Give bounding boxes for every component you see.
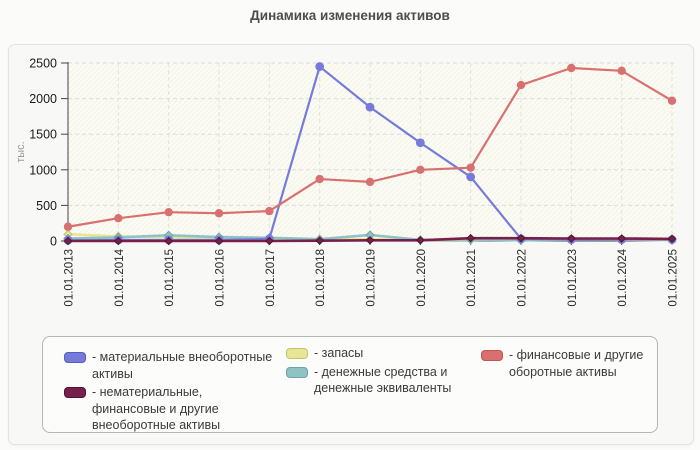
data-point xyxy=(63,236,73,246)
legend-label: - нематериальные, финансовые и другие вн… xyxy=(92,385,221,432)
x-tick-label: 01.01.2021 xyxy=(466,249,478,307)
legend-column-1: - материальные внеоборотные активы - нем… xyxy=(64,349,282,436)
data-point xyxy=(516,233,526,243)
data-point xyxy=(265,236,274,246)
legend-swatch-intangible-noncurrent xyxy=(64,387,86,398)
data-point xyxy=(315,236,324,245)
data-point xyxy=(466,163,475,172)
data-point xyxy=(617,234,626,243)
x-tick-label: 01.01.2015 xyxy=(164,249,176,307)
x-tick-label: 01.01.2022 xyxy=(517,249,529,307)
data-point xyxy=(63,222,73,231)
legend-swatch-inventory xyxy=(286,348,308,359)
legend-item-financial-current: - финансовые и другие оборотные активы xyxy=(481,347,651,380)
y-tick-label: 0 xyxy=(50,235,57,249)
y-tick-label: 2500 xyxy=(29,57,57,71)
x-tick-label: 01.01.2014 xyxy=(114,248,126,306)
x-tick-label: 01.01.2016 xyxy=(215,249,227,307)
x-tick-label: 01.01.2020 xyxy=(416,249,428,307)
data-point xyxy=(667,234,677,244)
legend-swatch-material-noncurrent xyxy=(64,352,86,363)
data-point xyxy=(516,80,526,90)
data-point xyxy=(265,206,274,216)
x-tick-label: 01.01.2024 xyxy=(617,248,629,306)
data-point xyxy=(466,233,475,243)
legend-item-intangible-noncurrent: - нематериальные, финансовые и другие вн… xyxy=(64,384,282,434)
data-point xyxy=(365,102,375,112)
data-point xyxy=(114,236,123,246)
data-point xyxy=(365,177,375,187)
legend-column-2: - запасы - денежные средства и денежные … xyxy=(286,345,491,399)
data-point xyxy=(315,62,325,71)
y-tick-label: 1500 xyxy=(29,128,57,142)
data-point xyxy=(416,165,425,174)
data-point xyxy=(466,172,476,182)
chart-canvas: 0 500 1000 1500 2000 2500 01.01.2013 01.01.2014… xyxy=(15,57,680,307)
legend-label: - денежные средства и денежные эквивален… xyxy=(314,364,452,396)
legend-item-material-noncurrent: - материальные внеоборотные активы xyxy=(64,349,282,382)
data-point xyxy=(416,235,425,245)
data-point xyxy=(164,207,173,217)
data-point xyxy=(667,96,677,105)
y-tick-label: 1000 xyxy=(29,163,57,177)
data-point xyxy=(214,209,224,218)
x-tick-label: 01.01.2018 xyxy=(315,249,327,307)
x-tick-label: 01.01.2025 xyxy=(668,249,680,307)
data-point xyxy=(365,235,375,245)
legend-column-3: - финансовые и другие оборотные активы xyxy=(481,347,651,382)
data-point xyxy=(315,174,324,184)
y-tick-label: 500 xyxy=(36,199,57,213)
data-point xyxy=(415,138,425,148)
data-point xyxy=(214,236,224,246)
y-axis-title: тыс. xyxy=(15,141,27,163)
data-point xyxy=(164,236,173,246)
legend-swatch-cash xyxy=(286,366,308,378)
data-point xyxy=(567,63,576,73)
x-tick-label: 01.01.2013 xyxy=(64,249,76,307)
legend-item-cash: - денежные средства и денежные эквивален… xyxy=(286,364,491,397)
x-tick-label: 01.01.2017 xyxy=(265,249,277,307)
y-tick-label: 2000 xyxy=(29,92,57,106)
legend-label: - запасы xyxy=(314,346,364,360)
legend-label: - материальные внеоборотные активы xyxy=(92,350,273,381)
chart-title: Динамика изменения активов xyxy=(250,8,450,23)
legend-item-inventory: - запасы xyxy=(286,345,491,362)
data-point xyxy=(617,66,626,76)
data-point xyxy=(114,214,123,223)
data-point xyxy=(567,234,576,243)
x-tick-label: 01.01.2019 xyxy=(366,249,378,307)
legend-label: - финансовые и другие оборотные активы xyxy=(509,348,644,379)
x-tick-label: 01.01.2023 xyxy=(567,249,579,307)
legend-swatch-financial-current xyxy=(481,350,503,361)
legend: - материальные внеоборотные активы - нем… xyxy=(42,336,658,433)
